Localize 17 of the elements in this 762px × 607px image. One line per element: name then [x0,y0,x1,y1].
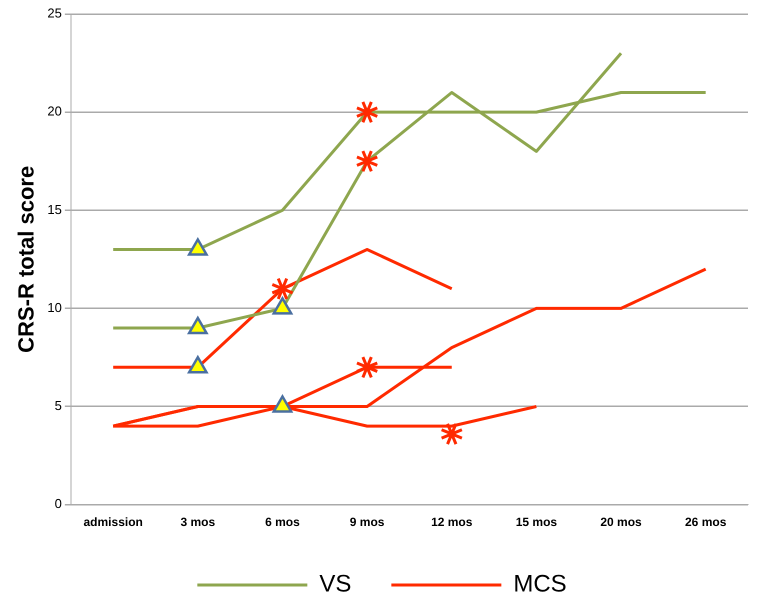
x-tick-label: 12 mos [431,515,473,530]
x-tick-label: 6 mos [265,515,300,530]
x-tick-label: 26 mos [685,515,727,530]
y-tick-label: 5 [54,398,62,414]
legend-label: MCS [513,570,567,598]
x-tick-label: 15 mos [516,515,558,530]
y-tick-label: 25 [47,6,62,21]
legend-label: VS [319,570,352,598]
y-tick-label: 20 [47,104,62,119]
y-tick-label: 0 [54,496,62,512]
y-tick-label: 10 [47,300,62,315]
y-axis-title: CRS-R total score [13,166,38,353]
x-tick-label: admission [84,515,143,530]
y-tick-label: 15 [47,202,62,217]
x-tick-label: 3 mos [180,515,216,530]
x-tick-label: 20 mos [600,515,642,530]
x-tick-label: 9 mos [350,515,385,530]
